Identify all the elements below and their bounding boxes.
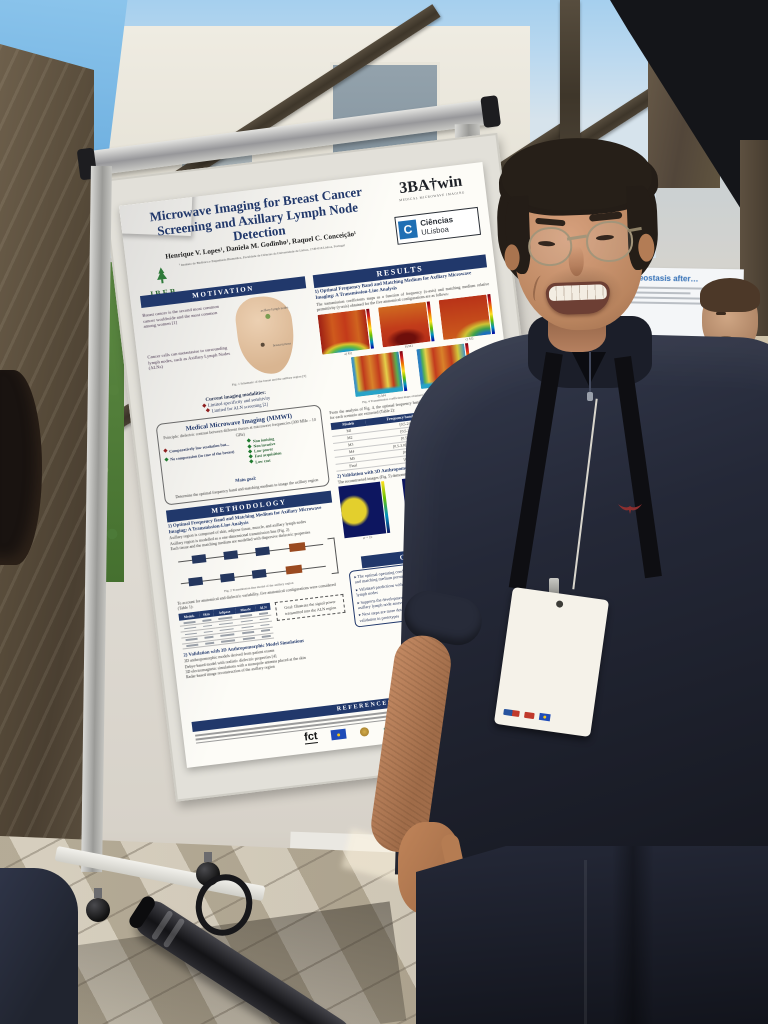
research-poster: Microwave Imaging for Breast Cancer Scre… <box>119 162 551 768</box>
caster-wheel <box>196 852 220 886</box>
ciencias-c-icon: C <box>397 219 418 240</box>
badge-logo-mark <box>524 711 535 719</box>
badge-logo-mark <box>503 708 520 717</box>
caster-wheel <box>86 888 110 922</box>
red-marker-icon <box>163 448 168 454</box>
tissue-table: Models Skin Adipose Muscle ALN <box>178 603 275 650</box>
green-marker-icon <box>249 459 255 465</box>
badge-hole <box>555 600 564 609</box>
goal-box: Goal: Illustrate the signal power transm… <box>275 594 346 621</box>
heatmap-m1: a) M1 <box>317 308 375 359</box>
badge-clip <box>549 578 559 595</box>
figure1-caption: Fig. 1 Schematic of the breast and the a… <box>231 373 307 387</box>
mmwi-goal-label: Main goal: <box>234 475 257 483</box>
reconstruction-image-1: εr = 10 <box>338 480 392 554</box>
red-marker-icon <box>205 408 211 414</box>
trouser-shadow <box>612 846 654 1024</box>
bystander-clothing <box>0 868 78 1024</box>
green-marker-icon <box>164 457 169 462</box>
3batwin-logo: 3BA†win MEDICAL MICROWAVE IMAGING <box>384 171 478 204</box>
heatmap-m4: d) M4 <box>350 351 408 401</box>
ciencias-ulisboa-logo: C Ciências ULisboa <box>394 206 482 245</box>
person-teeth <box>548 284 608 302</box>
tumour-dot <box>260 342 265 347</box>
person-head <box>494 135 666 341</box>
zipper <box>589 352 591 396</box>
badge-logos <box>503 708 551 722</box>
lymph-node-dots <box>265 313 271 320</box>
emblem-icon <box>359 726 370 737</box>
conference-badge <box>493 586 610 738</box>
zipper-pull <box>587 392 593 401</box>
fct-logo: fct <box>303 730 319 745</box>
person-trousers <box>416 846 768 1024</box>
trouser-crease <box>584 860 587 1024</box>
ibeb-logo: IBEB <box>139 265 186 300</box>
window-mullion <box>560 0 580 160</box>
eu-flag-icon <box>330 728 348 741</box>
heatmap-m2: b) M2 <box>378 301 435 351</box>
background-man-hair <box>700 278 760 312</box>
mmwi-box: Medical Microwave Imaging (MMWI) Princip… <box>155 404 331 506</box>
heatmap-m3: c) M3 <box>438 294 496 344</box>
tree-icon <box>157 267 168 284</box>
eu-flag-icon <box>538 712 551 722</box>
background-man-eye <box>716 312 726 315</box>
motivation-body: Breast cancer is the second most common … <box>142 291 318 404</box>
sweater-wings-logo <box>618 504 642 514</box>
red-marker-icon <box>201 403 207 408</box>
